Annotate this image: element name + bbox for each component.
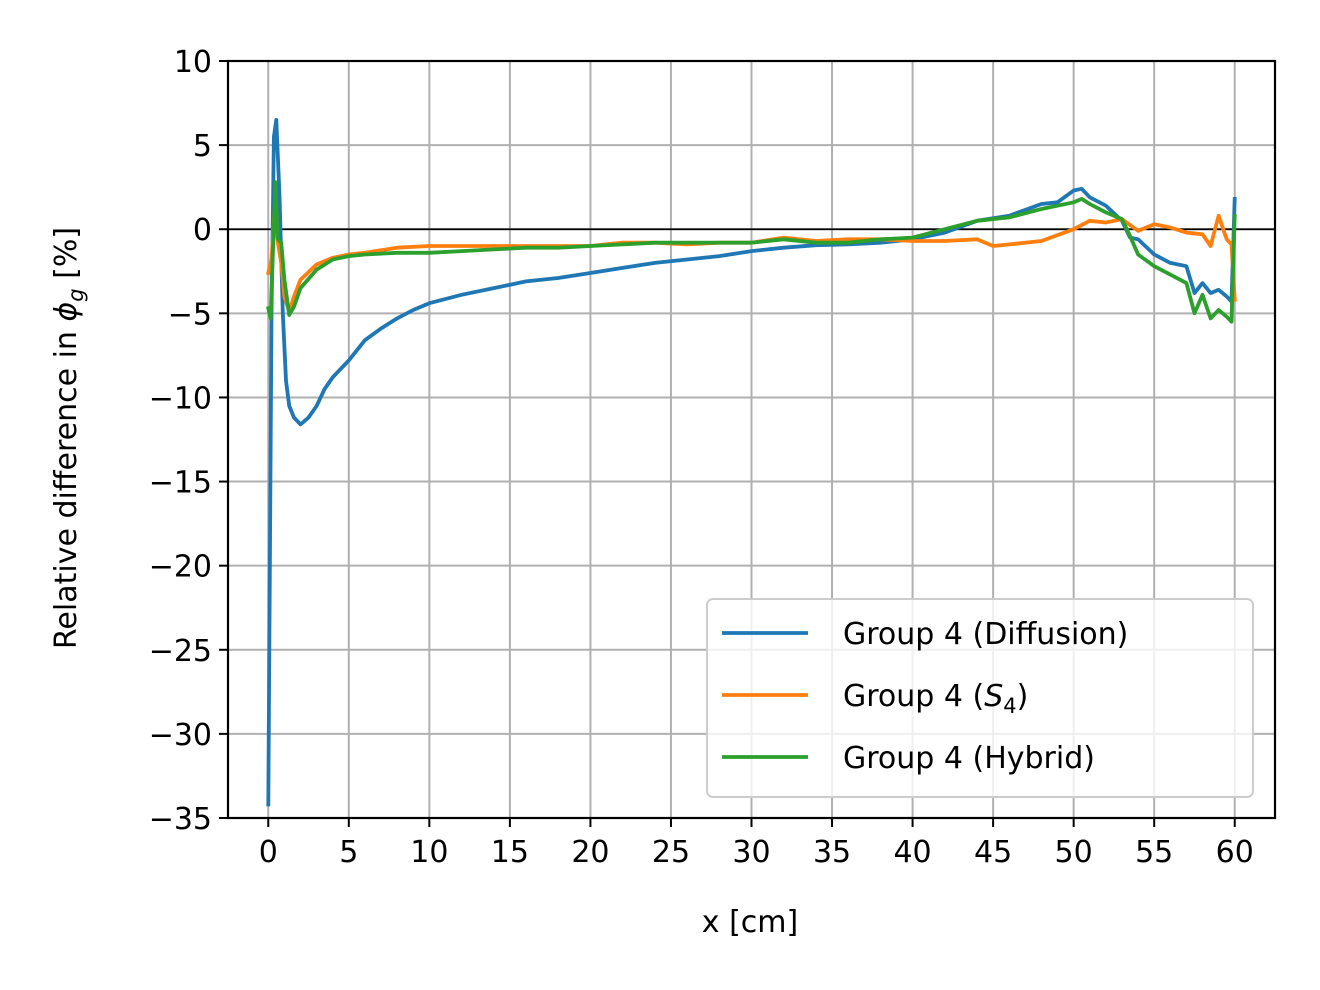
y-tick-label: −30 (149, 718, 212, 753)
x-tick-label: 25 (652, 835, 690, 870)
y-tick-label: −5 (168, 297, 212, 332)
plot-series (266, 118, 1237, 807)
x-tick-label: 20 (571, 835, 609, 870)
x-tick-label: 10 (410, 835, 448, 870)
y-axis-ticks: 10 5 0 −5 −10 −15 −20 −25 −30 −35 (149, 45, 228, 837)
x-tick-label: 45 (974, 835, 1012, 870)
y-tick-label: 5 (193, 129, 212, 164)
legend-label-1: Group 4 (Diffusion) (843, 617, 1128, 652)
x-tick-label: 55 (1135, 835, 1173, 870)
legend: Group 4 (Diffusion) Group 4 (S4) Group 4 (… (706, 598, 1254, 798)
y-tick-label: −35 (149, 802, 212, 837)
y-tick-label: −20 (149, 550, 212, 585)
y-tick-label: 0 (193, 213, 212, 248)
x-tick-label: 40 (893, 835, 931, 870)
y-axis-label: Relative difference in ϕg [%] (49, 227, 88, 649)
x-axis-ticks: 0 5 10 15 20 25 30 35 40 45 50 55 60 (259, 818, 1254, 870)
y-tick-label: −10 (149, 381, 212, 416)
series-line-1 (266, 118, 1237, 807)
x-tick-label: 15 (491, 835, 529, 870)
y-tick-label: −25 (149, 634, 212, 669)
legend-label-2: Group 4 (S4) (843, 679, 1028, 718)
y-axis-label-subscript: g (64, 288, 88, 301)
series-line-3 (266, 180, 1237, 324)
x-tick-label: 50 (1055, 835, 1093, 870)
y-axis-label-text: Relative difference in (49, 322, 84, 650)
legend-box (706, 598, 1254, 798)
y-axis-label-unit: [%] (49, 227, 84, 288)
y-axis-label-symbol: ϕ (49, 302, 84, 322)
x-tick-label: 35 (813, 835, 851, 870)
x-tick-label: 0 (259, 835, 278, 870)
x-tick-label: 5 (339, 835, 358, 870)
x-tick-label: 60 (1216, 835, 1254, 870)
x-axis-label: x [cm] (702, 905, 798, 940)
y-tick-label: −15 (149, 466, 212, 501)
x-tick-label: 30 (732, 835, 770, 870)
legend-label-3: Group 4 (Hybrid) (843, 741, 1095, 776)
y-tick-label: 10 (174, 45, 212, 80)
